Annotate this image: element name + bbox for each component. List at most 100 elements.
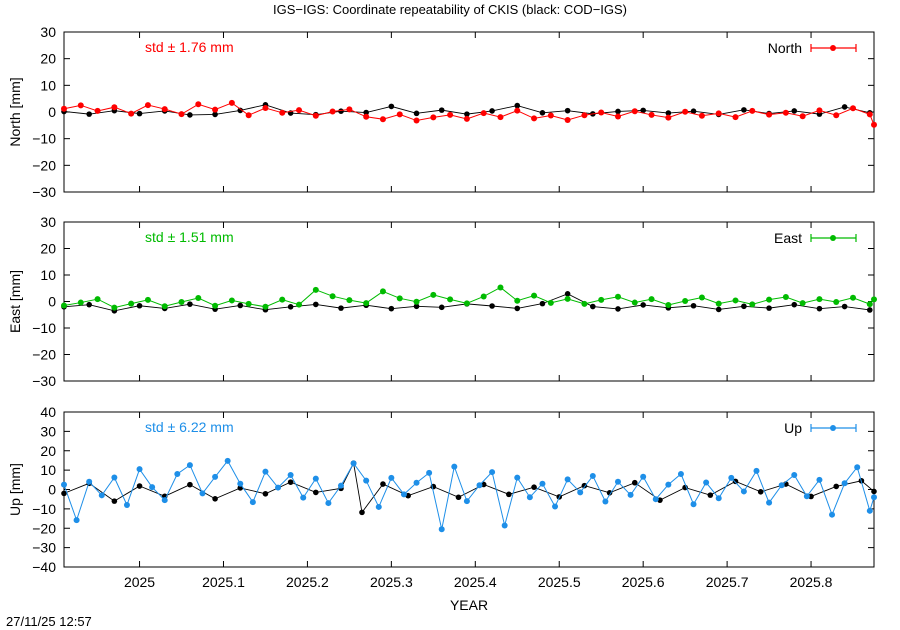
east-point	[396, 295, 403, 302]
north-point	[128, 110, 135, 117]
north-point	[94, 107, 101, 114]
up-point	[627, 491, 634, 498]
up-point	[262, 468, 269, 475]
x-tick-label: 2025.6	[622, 574, 665, 590]
north-point	[648, 111, 655, 118]
up-point	[73, 517, 80, 524]
up-point	[803, 493, 810, 500]
east-y-tick-label: 0	[48, 294, 56, 310]
north-point	[732, 114, 739, 121]
x-axis-label: YEAR	[450, 597, 488, 613]
east-point	[77, 299, 84, 306]
north-ref-point	[539, 110, 546, 116]
up-point	[149, 484, 156, 491]
east-point	[296, 301, 303, 308]
up-point	[816, 476, 823, 483]
x-tick-label: 2025.7	[706, 574, 749, 590]
up-y-tick-label: −10	[32, 501, 56, 517]
north-point	[363, 113, 370, 120]
north-y-tick-label: −10	[32, 131, 56, 147]
north-point	[782, 109, 789, 116]
north-y-axis-label: North [mm]	[7, 77, 23, 146]
north-ref-point	[86, 111, 92, 117]
north-point	[866, 111, 873, 118]
east-point	[531, 292, 538, 299]
north-ref-point	[136, 110, 143, 117]
north-point	[480, 110, 487, 117]
x-tick-label: 2025	[124, 574, 155, 590]
up-series-line	[63, 459, 875, 530]
east-point	[61, 302, 67, 309]
up-point	[312, 475, 319, 482]
east-point	[698, 294, 705, 301]
up-point	[426, 469, 433, 476]
east-point	[631, 299, 638, 306]
up-legend-label: Up	[784, 420, 802, 436]
up-point	[438, 526, 445, 533]
east-point	[279, 296, 286, 303]
east-point	[598, 296, 605, 303]
north-ref-point	[564, 107, 571, 114]
up-ref-point	[187, 481, 193, 488]
east-point	[782, 293, 789, 300]
up-ref-point	[506, 491, 512, 498]
north-point	[279, 109, 286, 116]
north-point	[715, 110, 722, 117]
north-point	[816, 107, 823, 114]
east-point	[833, 299, 840, 306]
north-ref-point	[388, 103, 395, 110]
north-point	[195, 101, 202, 108]
east-point	[178, 299, 185, 306]
east-point	[212, 302, 219, 309]
east-ref-point	[86, 301, 92, 308]
up-point	[841, 480, 848, 487]
up-point	[199, 490, 206, 497]
up-y-tick-label: −30	[32, 540, 56, 556]
up-point	[98, 492, 105, 499]
east-ref-point	[590, 303, 596, 310]
up-y-axis-label: Up [mm]	[7, 463, 23, 516]
up-point	[325, 500, 332, 507]
north-point	[665, 114, 672, 121]
north-point	[682, 108, 689, 115]
east-ref-point	[766, 305, 772, 311]
east-point	[816, 296, 823, 303]
up-ref-point	[136, 483, 143, 489]
up-ref-series-line	[63, 461, 875, 514]
up-y-tick-label: −40	[32, 559, 56, 575]
up-point	[602, 498, 609, 505]
north-ref-point	[841, 104, 848, 110]
north-point	[379, 116, 386, 123]
east-point	[648, 296, 655, 303]
east-legend-marker	[830, 235, 836, 241]
up-point	[539, 480, 546, 487]
up-point	[514, 474, 521, 481]
east-point	[363, 300, 370, 307]
up-point	[350, 460, 357, 467]
east-ref-point	[564, 291, 571, 297]
up-point	[791, 471, 798, 478]
east-point	[379, 288, 386, 295]
up-point	[123, 502, 130, 508]
north-ref-point	[640, 107, 646, 114]
east-point	[665, 301, 672, 308]
north-point	[581, 112, 588, 119]
east-point	[195, 295, 202, 302]
east-y-tick-label: −30	[32, 373, 56, 389]
east-point	[413, 298, 420, 305]
up-ref-point	[61, 490, 67, 497]
up-ref-point	[380, 481, 386, 487]
up-ref-point	[581, 482, 588, 489]
north-point	[766, 111, 773, 118]
north-ref-point	[690, 108, 697, 114]
up-ref-point	[606, 489, 613, 496]
east-ref-point	[237, 302, 244, 309]
east-ref-point	[438, 304, 445, 311]
north-ref-point	[464, 111, 470, 117]
north-point	[531, 115, 538, 122]
north-y-tick-label: 20	[40, 51, 56, 67]
up-point	[476, 482, 483, 489]
up-point	[652, 496, 659, 503]
east-point	[766, 296, 773, 303]
